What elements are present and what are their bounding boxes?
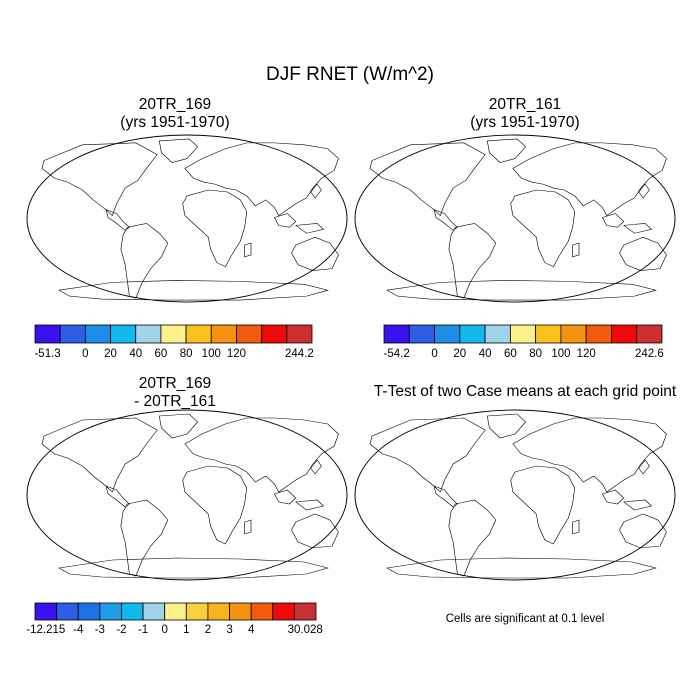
colorbar-box xyxy=(434,324,461,344)
colorbar-tick-label: 1 xyxy=(183,624,189,636)
panel-title-line2: - 20TR_161 xyxy=(134,393,216,410)
colorbar-box xyxy=(185,324,212,344)
colorbar-box xyxy=(560,324,587,344)
map-boundary xyxy=(27,410,348,580)
colorbar-tick-label: -51.3 xyxy=(34,348,60,360)
panel-title-line2: (yrs 1951-1970) xyxy=(470,114,580,131)
colorbar-tick-label: 242.6 xyxy=(635,348,664,360)
colorbar-box xyxy=(34,324,61,344)
colorbar-tick-label: -1 xyxy=(138,624,148,636)
colorbar-box xyxy=(210,324,237,344)
colorbar-box xyxy=(56,602,79,621)
colorbar-box xyxy=(121,602,144,621)
colorbar-tick-label: 30.028 xyxy=(288,624,323,636)
colorbar-tick-label: 120 xyxy=(227,348,246,360)
significance-note: Cells are significant at 0.1 level xyxy=(445,613,605,625)
colorbar-box xyxy=(509,324,537,344)
colorbar-tick-label: 60 xyxy=(504,348,517,360)
colorbar-box xyxy=(535,324,562,344)
panel-title-line1: 20TR_161 xyxy=(488,96,562,113)
panel-title-ttest: T-Test of two Case means at each grid po… xyxy=(350,383,700,401)
colorbar-tick-label: 0 xyxy=(82,348,88,360)
colorbar-tick-label: -2 xyxy=(116,624,126,636)
panel-title-difference: 20TR_169 - 20TR_161 xyxy=(0,375,350,411)
colorbar-box xyxy=(135,324,162,344)
colorbar-box xyxy=(164,602,187,621)
colorbar-tick-label: 20 xyxy=(453,348,466,360)
colorbar-tick-label: 2 xyxy=(205,624,211,636)
map-difference xyxy=(26,409,348,581)
colorbar-box xyxy=(408,324,435,344)
colorbar-tick-label: -54.2 xyxy=(384,348,410,360)
colorbar-tick-label: 20 xyxy=(104,348,117,360)
colorbar-box xyxy=(160,324,187,344)
panel-title-20tr-161: 20TR_161 (yrs 1951-1970) xyxy=(350,96,700,132)
figure-title: DJF RNET (W/m^2) xyxy=(266,64,434,85)
map-ttest xyxy=(354,409,676,581)
colorbar-box xyxy=(142,602,166,621)
colorbar-tick-label: 0 xyxy=(161,624,167,636)
colorbar-20tr-169: -51.3 0 20 40 60 80 100 120 244.2 xyxy=(34,324,314,360)
map-boundary xyxy=(355,135,676,303)
colorbar-box xyxy=(34,602,58,621)
colorbar-tick-label: -3 xyxy=(95,624,105,636)
map-20tr-161 xyxy=(354,134,676,303)
map-20tr-169 xyxy=(26,134,348,303)
colorbar-box xyxy=(286,324,313,344)
colorbar-tick-label: 100 xyxy=(202,348,221,360)
colorbar-difference: -12.215 -4 -3 -2 -1 0 1 2 3 4 30.028 xyxy=(26,602,323,636)
colorbar-tick-label: -4 xyxy=(73,624,84,636)
colorbar-box xyxy=(272,602,295,621)
colorbar-box xyxy=(293,602,317,621)
colorbar-box xyxy=(110,324,137,344)
colorbar-box xyxy=(383,324,410,344)
colorbar-box xyxy=(261,324,288,344)
colorbar-tick-label: -12.215 xyxy=(26,624,65,636)
colorbar-tick-label: 80 xyxy=(180,348,193,360)
colorbar-tick-label: 100 xyxy=(551,348,570,360)
panel-title-line1: 20TR_169 xyxy=(138,96,212,113)
map-boundary xyxy=(355,410,676,580)
panel-title-line1: T-Test of two Case means at each grid po… xyxy=(373,383,677,400)
colorbar-tick-label: 3 xyxy=(226,624,232,636)
colorbar-box xyxy=(585,324,612,344)
colorbar-box xyxy=(250,602,274,621)
colorbar-box xyxy=(207,602,230,621)
colorbar-tick-label: 80 xyxy=(529,348,542,360)
colorbar-box xyxy=(484,324,511,344)
colorbar-box xyxy=(77,602,101,621)
colorbar-tick-label: 4 xyxy=(248,624,255,636)
colorbar-box xyxy=(59,324,86,344)
colorbar-box xyxy=(236,324,263,344)
panel-title-20tr-169: 20TR_169 (yrs 1951-1970) xyxy=(0,96,350,132)
colorbar-tick-label: 40 xyxy=(479,348,492,360)
colorbar-20tr-161: -54.2 0 20 40 60 80 100 120 242.6 xyxy=(383,324,664,360)
colorbar-box xyxy=(459,324,486,344)
colorbar-box xyxy=(99,602,122,621)
colorbar-box xyxy=(229,602,252,621)
colorbar-tick-label: 120 xyxy=(577,348,596,360)
colorbar-box xyxy=(185,602,209,621)
colorbar-tick-label: 60 xyxy=(155,348,168,360)
colorbar-tick-label: 40 xyxy=(129,348,142,360)
map-boundary xyxy=(27,135,348,303)
colorbar-tick-label: 0 xyxy=(431,348,437,360)
panel-title-line1: 20TR_169 xyxy=(138,375,212,392)
panel-title-line2: (yrs 1951-1970) xyxy=(120,114,230,131)
colorbar-tick-label: 244.2 xyxy=(285,348,314,360)
colorbar-box xyxy=(611,324,638,344)
colorbar-box xyxy=(636,324,663,344)
colorbar-box xyxy=(84,324,111,344)
